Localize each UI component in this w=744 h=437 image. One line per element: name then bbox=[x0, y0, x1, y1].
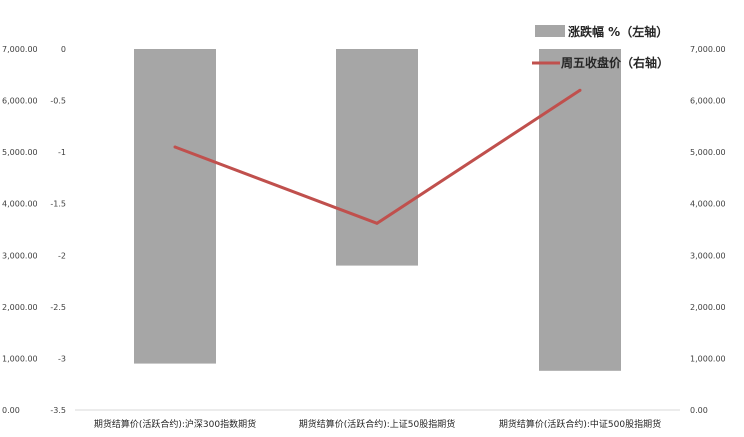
line-point bbox=[173, 145, 177, 149]
bar-series bbox=[134, 49, 621, 371]
legend-line-label: 周五收盘价（右轴） bbox=[561, 55, 669, 70]
legend-bar-label: 涨跌幅 %（左轴） bbox=[568, 24, 668, 39]
legend: 涨跌幅 %（左轴） 周五收盘价（右轴） bbox=[532, 24, 669, 70]
far-left-tick-label: 6,000.00 bbox=[2, 97, 38, 106]
right-tick-label: 3,000.00 bbox=[690, 251, 726, 260]
far-left-tick-label: 5,000.00 bbox=[2, 148, 38, 157]
far-left-tick-label: 3,000.00 bbox=[2, 251, 38, 260]
right-tick-label: 2,000.00 bbox=[690, 303, 726, 312]
line-point bbox=[578, 88, 582, 92]
right-axis: 7,000.00 6,000.00 5,000.00 4,000.00 3,000.00… bbox=[690, 45, 726, 415]
left-tick-label: -0.5 bbox=[50, 97, 66, 106]
far-left-tick-label: 2,000.00 bbox=[2, 303, 38, 312]
bar bbox=[336, 49, 418, 266]
right-tick-label: 6,000.00 bbox=[690, 97, 726, 106]
line-point bbox=[375, 221, 379, 225]
right-tick-label: 5,000.00 bbox=[690, 148, 726, 157]
far-left-tick-label: 7,000.00 bbox=[2, 45, 38, 54]
right-tick-label: 7,000.00 bbox=[690, 45, 726, 54]
left-tick-label: -1.5 bbox=[50, 200, 66, 209]
right-tick-label: 4,000.00 bbox=[690, 200, 726, 209]
left-axis: 0 -0.5 -1 -1.5 -2 -2.5 -3 -3.5 bbox=[50, 45, 66, 415]
legend-bar-swatch bbox=[535, 25, 565, 37]
line-series bbox=[173, 88, 582, 225]
category-labels: 期货结算价(活跃合约):沪深300指数期货 期货结算价(活跃合约):上证50股指期… bbox=[94, 418, 661, 430]
left-tick-label: -3 bbox=[58, 354, 66, 363]
category-label: 期货结算价(活跃合约):中证500股指期货 bbox=[499, 418, 661, 430]
right-tick-label: 0.00 bbox=[690, 406, 708, 415]
left-tick-label: -3.5 bbox=[50, 406, 66, 415]
category-label: 期货结算价(活跃合约):沪深300指数期货 bbox=[94, 418, 256, 430]
right-tick-label: 1,000.00 bbox=[690, 354, 726, 363]
left-tick-label: -2.5 bbox=[50, 303, 66, 312]
bar bbox=[134, 49, 216, 364]
far-left-axis: 7,000.00 6,000.00 5,000.00 4,000.00 3,000.00… bbox=[2, 45, 38, 415]
far-left-tick-label: 4,000.00 bbox=[2, 200, 38, 209]
left-tick-label: -2 bbox=[58, 251, 66, 260]
far-left-tick-label: 1,000.00 bbox=[2, 354, 38, 363]
bar bbox=[539, 49, 621, 371]
left-tick-label: -1 bbox=[58, 148, 66, 157]
category-label: 期货结算价(活跃合约):上证50股指期货 bbox=[299, 418, 456, 430]
far-left-tick-label: 0.00 bbox=[2, 406, 20, 415]
left-tick-label: 0 bbox=[61, 45, 66, 54]
